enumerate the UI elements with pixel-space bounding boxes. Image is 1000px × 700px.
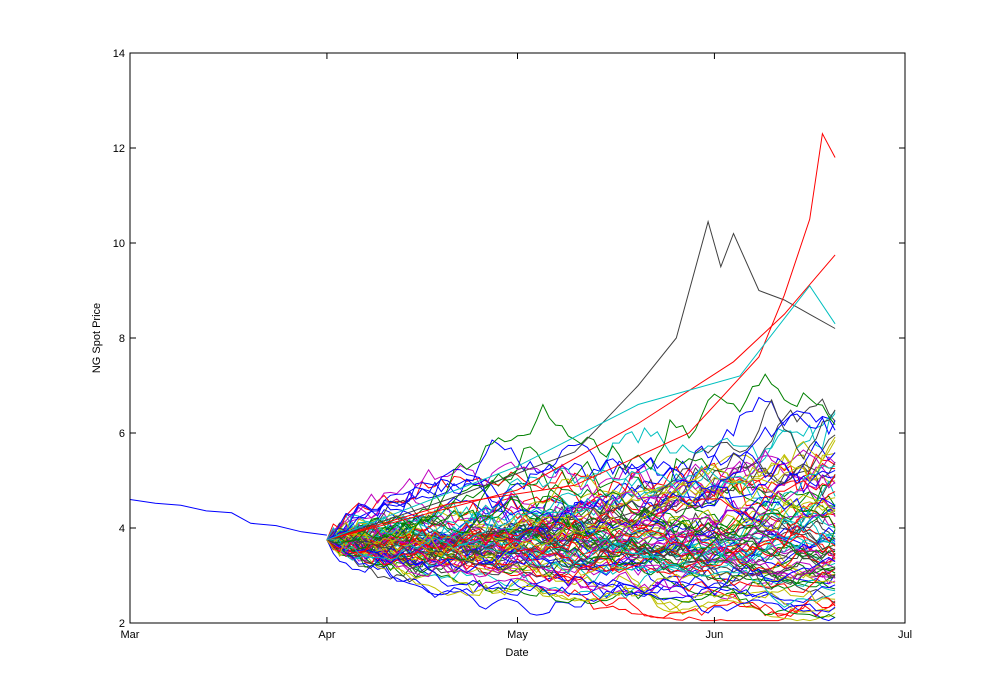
y-tick-label: 8 <box>119 333 125 345</box>
simulated-path <box>326 517 836 573</box>
x-tick-label: Mar <box>121 629 140 641</box>
simulated-path <box>326 523 836 589</box>
highlighted-path <box>326 254 836 541</box>
highlighted-path <box>326 219 836 541</box>
x-tick-label: May <box>507 629 528 641</box>
simulated-path <box>326 504 836 608</box>
simulated-path <box>326 529 836 581</box>
y-tick-label: 10 <box>113 238 125 250</box>
simulated-path <box>326 539 836 579</box>
simulated-path <box>326 506 836 579</box>
y-tick-label: 14 <box>113 48 125 60</box>
simulated-path <box>326 530 836 568</box>
simulated-path <box>326 461 836 541</box>
y-tick-label: 2 <box>119 618 125 630</box>
x-axis-label: Date <box>505 647 528 659</box>
highlighted-path <box>326 132 836 541</box>
simulated-path <box>326 453 836 541</box>
simulated-path <box>326 539 836 614</box>
series-lines <box>129 132 836 622</box>
simulated-path <box>326 485 836 563</box>
highlighted-path <box>326 284 836 541</box>
simulated-path <box>326 484 836 544</box>
simulated-path <box>326 499 836 550</box>
simulated-path <box>326 449 836 578</box>
y-tick-label: 6 <box>119 428 125 440</box>
simulated-path <box>326 472 836 569</box>
simulated-path <box>326 476 836 552</box>
simulated-path <box>326 477 836 549</box>
simulated-path <box>326 534 836 619</box>
simulated-path <box>326 411 836 561</box>
simulated-path <box>326 439 836 541</box>
y-axis-label: NG Spot Price <box>91 303 103 373</box>
x-tick-label: Apr <box>318 629 335 641</box>
x-tick-label: Jun <box>706 629 724 641</box>
y-tick-label: 4 <box>119 523 125 535</box>
simulated-path <box>326 398 836 574</box>
simulated-path <box>326 464 836 545</box>
simulated-path <box>326 527 836 616</box>
simulated-path <box>326 373 836 544</box>
x-tick-label: Jul <box>898 629 912 641</box>
y-tick-label: 12 <box>113 143 125 155</box>
axis-ticks: 2 4 6 8 10 12 14 Mar Apr May Jun Jul <box>113 48 912 641</box>
simulated-path <box>326 478 836 541</box>
simulated-path <box>326 539 836 600</box>
simulated-path <box>326 505 836 551</box>
historical-series <box>129 499 327 536</box>
